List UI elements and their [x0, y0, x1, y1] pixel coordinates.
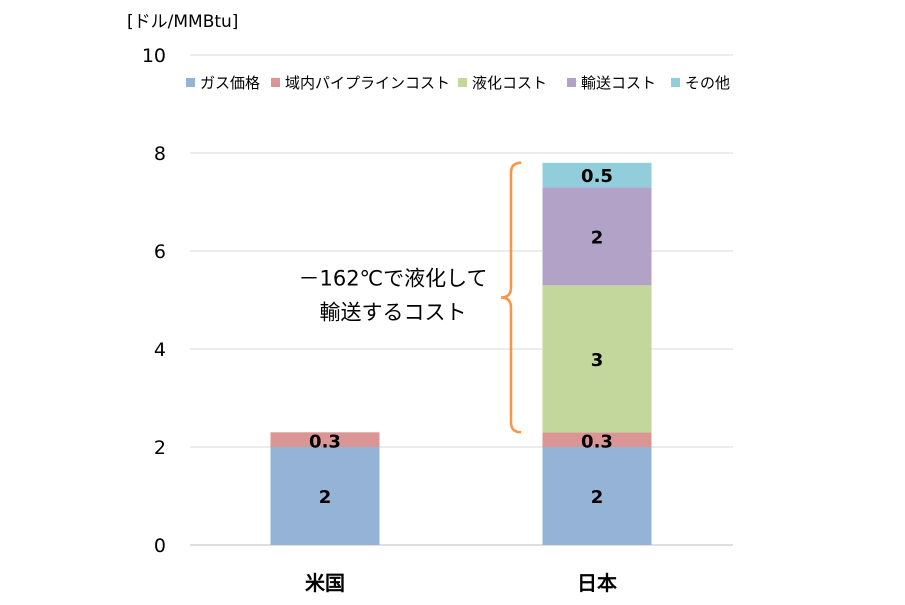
bar-segment [542, 162, 652, 188]
legend-label: 域内パイプラインコスト [285, 74, 450, 92]
legend-label: その他 [685, 74, 730, 92]
legend-swatch [671, 78, 680, 87]
y-tick-label: 10 [142, 45, 166, 67]
data-label: 2 [591, 487, 604, 508]
legend-swatch [186, 78, 195, 87]
bar-segment [270, 447, 380, 545]
data-label: 3 [591, 350, 604, 371]
legend-label: ガス価格 [200, 74, 260, 92]
y-tick-label: 6 [154, 241, 166, 263]
bar-segment [542, 447, 652, 545]
legend: ガス価格 域内パイプラインコスト 液化コスト 輸送コスト その他 [186, 74, 730, 92]
bars: 2 0.3 2 0.3 3 2 0.5 [270, 162, 652, 545]
data-label: 2 [319, 487, 332, 508]
y-tick-label: 2 [154, 437, 166, 459]
data-label: 0.3 [581, 431, 613, 452]
legend-swatch [271, 78, 280, 87]
y-axis-ticks: 0 2 4 6 8 10 [142, 45, 166, 557]
data-label: 0.3 [309, 431, 341, 452]
annotation-bracket [500, 161, 522, 434]
bar-segment [542, 432, 652, 447]
bar-segment [542, 285, 652, 433]
bar-segment [542, 187, 652, 286]
category-label: 日本 [577, 571, 617, 595]
data-label: 0.5 [581, 166, 613, 187]
category-label: 米国 [305, 571, 345, 595]
legend-swatch [458, 78, 467, 87]
y-tick-label: 8 [154, 143, 166, 165]
data-label: 2 [591, 227, 604, 248]
bar-segment [270, 432, 380, 447]
annotation-line-2: 輸送するコスト [320, 301, 467, 325]
category-labels: 米国 日本 [305, 571, 617, 595]
legend-swatch [567, 78, 576, 87]
legend-label: 輸送コスト [581, 74, 656, 92]
y-tick-label: 4 [154, 339, 166, 361]
annotation-line-1: －162℃で液化して [298, 267, 487, 291]
y-tick-label: 0 [154, 535, 166, 557]
legend-label: 液化コスト [472, 74, 547, 92]
y-unit-label: [ドル/MMBtu] [127, 12, 238, 32]
annotation: －162℃で液化して 輸送するコスト [298, 161, 522, 434]
